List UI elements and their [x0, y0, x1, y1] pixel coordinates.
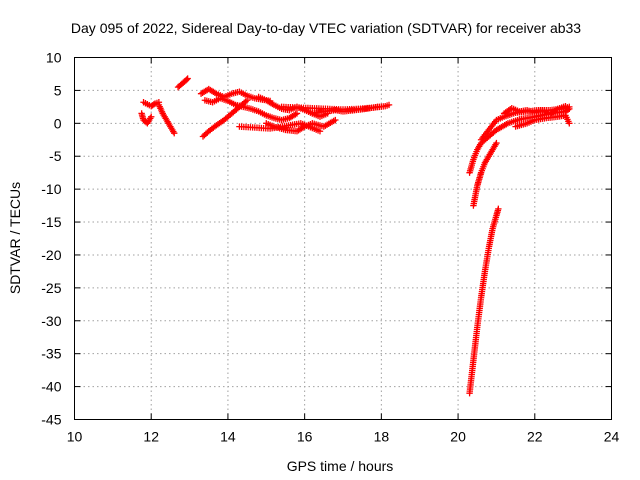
- y-axis-label: SDTVAR / TECUs: [7, 182, 23, 294]
- x-tick-label: 14: [220, 429, 236, 445]
- series-arc-c: [155, 101, 178, 137]
- x-tick-label: 16: [297, 429, 313, 445]
- plot-frame: [74, 57, 612, 420]
- y-tick-label: 0: [54, 115, 62, 131]
- series-arc-g: [199, 97, 251, 140]
- data-point: [316, 128, 324, 135]
- y-tick-label: -25: [41, 280, 61, 296]
- data-point: [293, 110, 301, 117]
- y-tick-label: -10: [41, 181, 61, 197]
- series-arc-d: [174, 75, 191, 91]
- y-tick-label: -15: [41, 214, 61, 230]
- data-point: [171, 129, 178, 137]
- data-point: [374, 103, 381, 111]
- x-tick-label: 20: [450, 429, 466, 445]
- data-point: [148, 113, 155, 120]
- y-tick-label: 10: [46, 50, 62, 66]
- series-arc-k: [309, 103, 381, 117]
- data-point: [243, 97, 251, 104]
- x-tick-label: 22: [527, 429, 543, 445]
- x-tick-label: 12: [143, 429, 159, 445]
- x-tick-label: 24: [604, 429, 620, 445]
- data-point: [566, 103, 573, 111]
- chart-title: Day 095 of 2022, Sidereal Day-to-day VTE…: [71, 20, 581, 36]
- y-tick-label: 5: [54, 82, 62, 98]
- series-arc-r: [500, 103, 569, 118]
- axis-ticks: [74, 57, 612, 420]
- x-tick-labels: 10 12 14 16 18 20 22 24: [67, 429, 620, 445]
- series-arc-q: [512, 112, 573, 130]
- data-point: [183, 76, 190, 83]
- y-tick-label: -30: [41, 313, 61, 329]
- data-point: [495, 205, 502, 213]
- x-tick-label: 10: [67, 429, 83, 445]
- y-tick-label: -20: [41, 247, 61, 263]
- series-arc-n: [470, 139, 500, 209]
- data-point: [385, 101, 393, 109]
- data-point: [493, 139, 500, 147]
- x-tick-label: 18: [374, 429, 390, 445]
- y-tick-label: -45: [41, 412, 61, 428]
- y-tick-label: -5: [49, 148, 62, 164]
- data-point: [562, 103, 569, 110]
- series-arc-b: [138, 110, 155, 127]
- y-tick-label: -40: [41, 379, 61, 395]
- series-arc-l: [236, 120, 324, 135]
- data-point: [332, 116, 339, 124]
- y-tick-labels: 10 5 0 -5 -10 -15 -20 -25 -30 -35 -40 -45: [41, 50, 61, 428]
- series-arc-p: [466, 205, 502, 397]
- data-point: [566, 120, 573, 127]
- data-points: [138, 75, 573, 397]
- grid: [74, 57, 612, 420]
- x-axis-label: GPS time / hours: [287, 458, 394, 474]
- y-tick-label: -35: [41, 346, 61, 362]
- data-point: [184, 75, 191, 82]
